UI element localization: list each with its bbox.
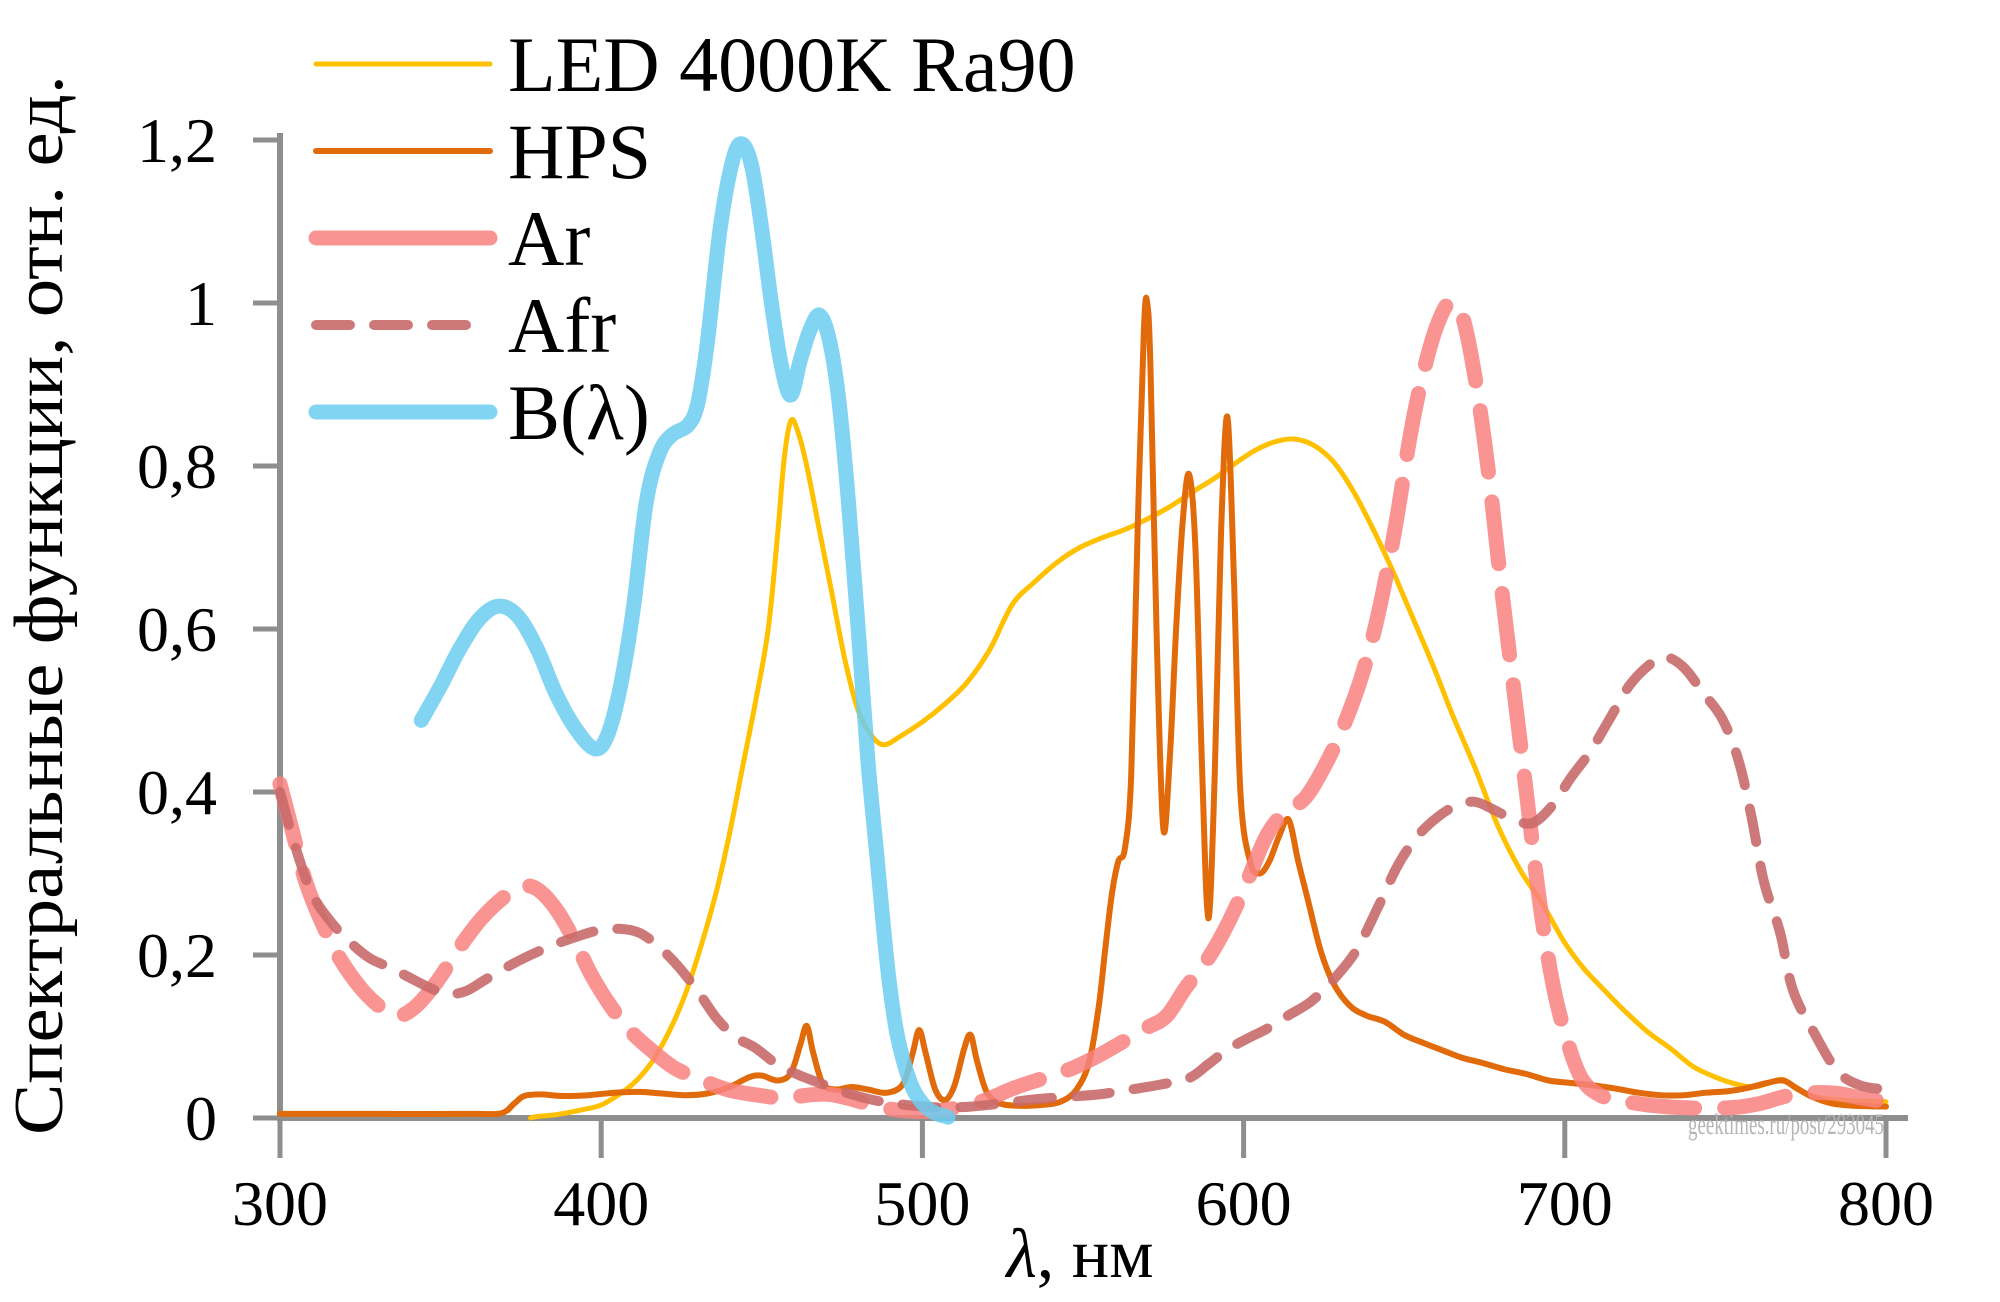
y-tick-label: 0,4: [137, 757, 217, 828]
y-tick-label: 0,2: [137, 920, 217, 991]
x-axis-title-unit: , нм: [1037, 1216, 1154, 1293]
legend-item: HPS: [313, 108, 651, 195]
x-tick-label: 500: [874, 1168, 970, 1239]
y-tick-label: 0,8: [137, 431, 217, 502]
legend-label: B(λ): [508, 369, 650, 456]
series-line-led-4000k-ra90: [528, 416, 1889, 1121]
x-tick-label: 700: [1517, 1168, 1613, 1239]
x-tick-label: 600: [1196, 1168, 1292, 1239]
legend-item: B(λ): [308, 369, 650, 456]
series-line-b-: [413, 136, 956, 1125]
legend-item: Ar: [308, 195, 590, 282]
y-tick-label: 1: [185, 268, 217, 339]
watermark: geektimes.ru/post/293045: [1688, 1108, 1884, 1141]
legend-label: Ar: [508, 195, 590, 282]
y-tick-label: 0: [185, 1083, 217, 1154]
legend-label: Afr: [508, 282, 616, 369]
legend-item: LED 4000K Ra90: [313, 21, 1076, 108]
axes: [253, 133, 1908, 1158]
legend-label: LED 4000K Ra90: [508, 21, 1076, 108]
series-lines: [272, 136, 1894, 1125]
tick-labels: 0 0,2 0,4 0,6 0,8 1 1,2 300 400 500 600 700 800: [137, 105, 1934, 1239]
y-tick-label: 1,2: [137, 105, 217, 176]
series-line-ar: [272, 294, 1894, 1120]
x-tick-label: 800: [1838, 1168, 1934, 1239]
x-axis-title: λ, нм: [1004, 1216, 1153, 1293]
x-tick-label: 300: [232, 1168, 328, 1239]
y-tick-label: 0,6: [137, 594, 217, 665]
legend-label: HPS: [508, 108, 651, 195]
legend-item: Afr: [311, 282, 616, 369]
x-tick-label: 400: [553, 1168, 649, 1239]
y-axis-title: Спектральные функции, отн. ед.: [1, 75, 78, 1135]
x-axis-title-symbol: λ: [1004, 1216, 1036, 1293]
series-line-afr: [275, 651, 1891, 1113]
